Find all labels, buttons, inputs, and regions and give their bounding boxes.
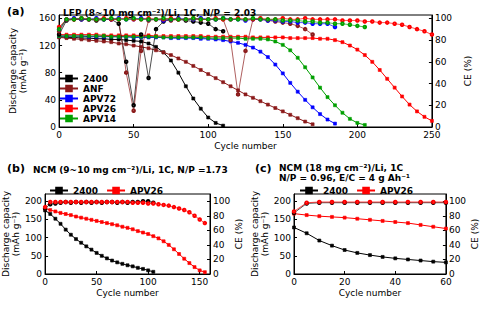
svg-text:0: 0 xyxy=(42,277,48,287)
svg-text:50: 50 xyxy=(91,277,103,287)
svg-text:60: 60 xyxy=(440,277,452,287)
svg-text:0: 0 xyxy=(434,122,441,132)
svg-text:0: 0 xyxy=(50,122,57,132)
svg-text:80: 80 xyxy=(449,211,461,221)
svg-text:APV26: APV26 xyxy=(380,186,413,196)
svg-text:2400: 2400 xyxy=(83,74,108,84)
svg-text:ANF: ANF xyxy=(83,84,104,94)
svg-text:160: 160 xyxy=(39,13,56,23)
svg-text:50: 50 xyxy=(280,251,292,261)
svg-text:CE (%): CE (%) xyxy=(463,56,473,86)
svg-text:100: 100 xyxy=(274,233,291,243)
svg-text:20: 20 xyxy=(449,254,461,264)
svg-text:Cycle number: Cycle number xyxy=(214,141,277,151)
svg-text:0: 0 xyxy=(36,269,43,279)
svg-text:Cycle number: Cycle number xyxy=(339,288,402,298)
svg-text:100: 100 xyxy=(213,196,230,206)
svg-text:80: 80 xyxy=(213,211,225,221)
svg-text:150: 150 xyxy=(274,130,291,140)
svg-text:100: 100 xyxy=(140,277,157,287)
svg-text:40: 40 xyxy=(449,240,461,250)
svg-text:(mAh g⁻¹): (mAh g⁻¹) xyxy=(18,49,28,94)
svg-text:0: 0 xyxy=(56,130,62,140)
svg-text:100: 100 xyxy=(435,13,452,23)
svg-text:150: 150 xyxy=(191,277,208,287)
svg-text:2400: 2400 xyxy=(323,186,348,196)
svg-text:Discharge capacity: Discharge capacity xyxy=(8,27,18,114)
svg-text:60: 60 xyxy=(435,57,447,67)
svg-text:Discharge capacity: Discharge capacity xyxy=(1,190,11,277)
svg-text:60: 60 xyxy=(449,225,461,235)
svg-text:150: 150 xyxy=(274,214,291,224)
svg-text:NCM (9~10 mg cm⁻²)/Li, 1C, N/P: NCM (9~10 mg cm⁻²)/Li, 1C, N/P =1.73 xyxy=(33,165,228,175)
svg-text:80: 80 xyxy=(435,35,447,45)
svg-text:(mAh g⁻¹): (mAh g⁻¹) xyxy=(11,212,21,257)
svg-text:APV26: APV26 xyxy=(83,104,116,114)
svg-text:APV72: APV72 xyxy=(83,94,116,104)
svg-text:20: 20 xyxy=(339,277,351,287)
svg-text:0: 0 xyxy=(213,269,219,279)
svg-text:Discharge capacity: Discharge capacity xyxy=(250,190,260,277)
svg-text:0: 0 xyxy=(285,269,291,279)
svg-text:40: 40 xyxy=(435,79,447,89)
svg-text:100: 100 xyxy=(25,233,42,243)
svg-text:2400: 2400 xyxy=(73,186,98,196)
svg-text:N/P = 0.96, E/C = 4 g Ah⁻¹: N/P = 0.96, E/C = 4 g Ah⁻¹ xyxy=(279,173,410,183)
svg-text:LFP (8~10 mg cm⁻²)/Li, 1C, N/P: LFP (8~10 mg cm⁻²)/Li, 1C, N/P = 2.03 xyxy=(63,8,256,18)
svg-text:CE (%): CE (%) xyxy=(234,219,244,249)
svg-text:200: 200 xyxy=(274,196,291,206)
svg-text:0: 0 xyxy=(291,277,297,287)
svg-text:40: 40 xyxy=(45,95,57,105)
svg-text:(a): (a) xyxy=(7,5,24,18)
svg-text:50: 50 xyxy=(31,251,43,261)
svg-text:20: 20 xyxy=(435,100,447,110)
svg-text:40: 40 xyxy=(213,240,225,250)
svg-text:80: 80 xyxy=(45,68,57,78)
svg-text:(c): (c) xyxy=(255,162,272,175)
svg-text:20: 20 xyxy=(213,254,225,264)
svg-text:100: 100 xyxy=(449,196,466,206)
svg-text:40: 40 xyxy=(390,277,402,287)
svg-text:(b): (b) xyxy=(7,162,25,175)
svg-text:CE (%): CE (%) xyxy=(470,219,480,249)
svg-text:50: 50 xyxy=(128,130,140,140)
svg-text:200: 200 xyxy=(25,196,42,206)
svg-text:Cycle number: Cycle number xyxy=(96,288,159,298)
svg-text:120: 120 xyxy=(39,41,56,51)
svg-text:100: 100 xyxy=(200,130,217,140)
svg-text:60: 60 xyxy=(213,225,225,235)
svg-text:NCM (18 mg cm⁻²)/Li, 1C: NCM (18 mg cm⁻²)/Li, 1C xyxy=(279,163,403,173)
svg-text:0: 0 xyxy=(448,269,455,279)
svg-text:250: 250 xyxy=(423,130,440,140)
svg-text:(mAh g⁻¹): (mAh g⁻¹) xyxy=(260,212,270,257)
svg-text:APV14: APV14 xyxy=(83,114,116,124)
svg-text:200: 200 xyxy=(349,130,366,140)
svg-text:APV26: APV26 xyxy=(130,186,163,196)
svg-text:150: 150 xyxy=(25,214,42,224)
